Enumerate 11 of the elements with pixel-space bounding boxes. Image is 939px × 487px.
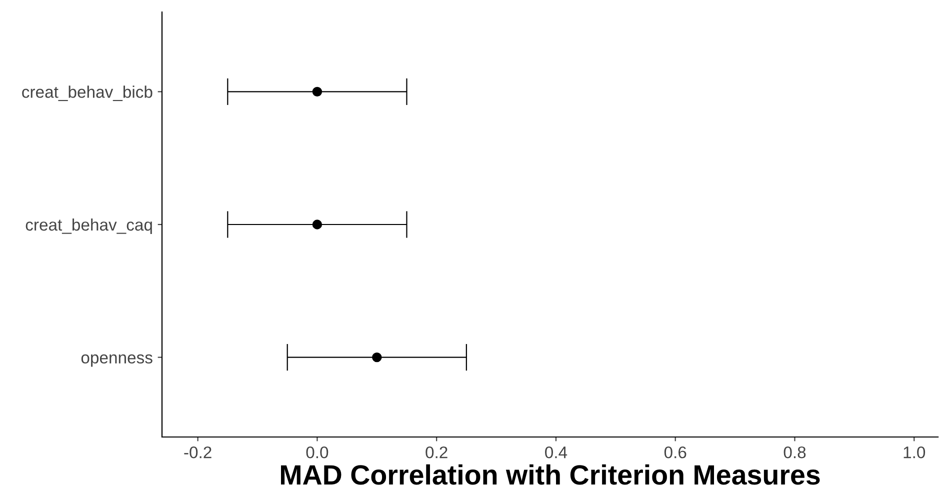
x-tick-label: -0.2 xyxy=(184,446,212,458)
x-tick-label: 0.2 xyxy=(426,446,448,458)
x-tick-label: 0.8 xyxy=(784,446,806,458)
x-tick-label: 0.0 xyxy=(306,446,328,458)
y-tick-label: openness xyxy=(81,354,152,367)
y-tick-label: creat_behav_caq xyxy=(26,218,152,234)
x-tick-label: 0.4 xyxy=(545,446,568,458)
y-tick-label: creat_behav_bicb xyxy=(22,86,152,102)
x-axis-title: MAD Correlation with Criterion Measures xyxy=(280,464,820,485)
x-tick-label: 1.0 xyxy=(904,446,926,458)
x-tick-label: 0.6 xyxy=(664,446,686,458)
